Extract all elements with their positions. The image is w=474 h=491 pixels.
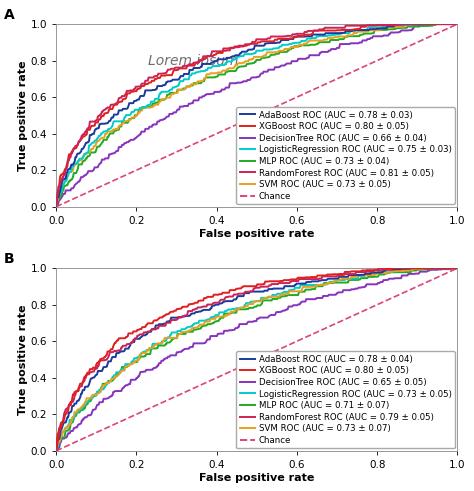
Legend: AdaBoost ROC (AUC = 0.78 ± 0.04), XGBoost ROC (AUC = 0.80 ± 0.05), DecisionTree : AdaBoost ROC (AUC = 0.78 ± 0.04), XGBoos… xyxy=(236,351,455,448)
Legend: AdaBoost ROC (AUC = 0.78 ± 0.03), XGBoost ROC (AUC = 0.80 ± 0.05), DecisionTree : AdaBoost ROC (AUC = 0.78 ± 0.03), XGBoos… xyxy=(236,107,455,204)
Text: A: A xyxy=(4,8,15,22)
X-axis label: False positive rate: False positive rate xyxy=(199,228,314,239)
Text: Lorem ipsum: Lorem ipsum xyxy=(148,54,239,68)
X-axis label: False positive rate: False positive rate xyxy=(199,473,314,483)
Text: B: B xyxy=(4,252,15,266)
Y-axis label: True positive rate: True positive rate xyxy=(18,304,28,415)
Y-axis label: True positive rate: True positive rate xyxy=(18,60,28,171)
